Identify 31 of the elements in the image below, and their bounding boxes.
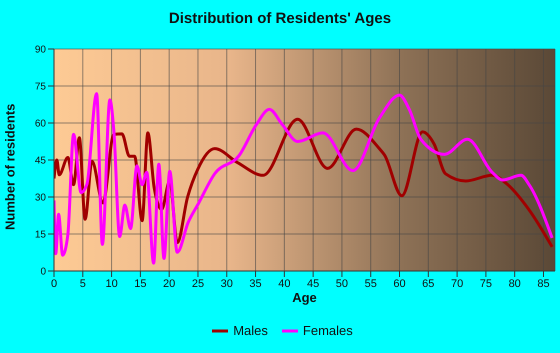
x-tick-label: 20 [163, 278, 176, 290]
legend-label: Females [302, 323, 353, 338]
x-tick-label: 50 [336, 278, 348, 290]
x-tick-label: 15 [134, 278, 147, 290]
legend-label: Males [233, 323, 268, 338]
x-axis-title: Age [292, 290, 317, 306]
x-tick-label: 30 [220, 278, 233, 290]
x-tick-label: 65 [422, 278, 434, 290]
y-tick-label: 0 [40, 266, 46, 278]
x-tick-label: 40 [278, 278, 290, 290]
x-tick-label: 55 [364, 278, 377, 290]
x-tick-label: 80 [508, 278, 521, 290]
x-tick-label: 5 [80, 278, 86, 290]
y-tick-label: 60 [34, 118, 46, 130]
y-axis-title: Number of residents [2, 104, 18, 230]
x-tick-label: 0 [50, 278, 58, 290]
y-tick-label: 90 [34, 44, 46, 56]
chart-title: Distribution of Residents' Ages [168, 10, 392, 27]
y-tick-label: 15 [34, 230, 46, 241]
x-tick-label: 60 [393, 278, 406, 290]
x-tick-label: 75 [480, 278, 492, 290]
x-tick-label: 10 [105, 278, 118, 290]
x-tick-label: 85 [537, 278, 550, 290]
y-tick-label: 45 [34, 156, 46, 167]
x-tick-label: 70 [450, 278, 464, 290]
y-tick-label: 30 [34, 192, 46, 204]
y-tick-label: 75 [34, 82, 46, 93]
x-tick-label: 45 [307, 278, 320, 290]
line-series [54, 92, 554, 265]
x-tick-label: 35 [249, 278, 262, 290]
x-tick-label: 25 [192, 278, 204, 290]
